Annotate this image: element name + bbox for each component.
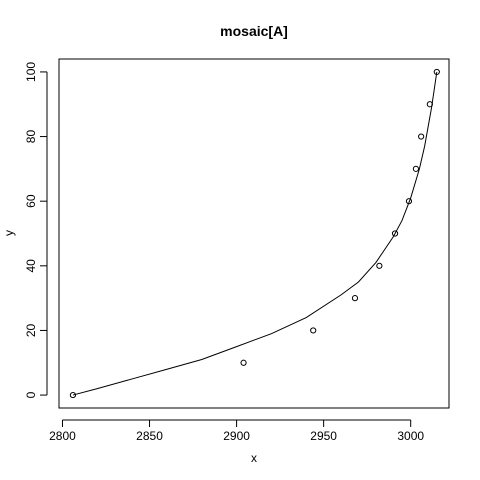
x-axis-label: x [251,451,257,465]
x-tick-label: 2800 [49,429,76,443]
x-tick-label: 2900 [223,429,250,443]
y-axis-label: y [2,230,16,236]
data-point [433,68,440,76]
data-point [310,327,317,334]
data-point [405,198,413,205]
curve-line [72,71,438,396]
data-point [426,101,433,108]
chart-title: mosaic[A] [220,23,288,39]
y-tick-label: 60 [24,194,38,208]
data-point [376,262,383,269]
y-axis: 0 20 40 60 80 100 [24,62,48,398]
y-tick-label: 0 [24,391,38,398]
data-point [69,391,77,399]
data-points [69,68,440,399]
data-point [391,230,399,237]
data-point [240,359,247,366]
fitted-curve [72,71,438,396]
y-tick-label: 40 [24,259,38,273]
y-tick-label: 100 [24,62,38,82]
data-point [418,133,425,140]
plot-frame [58,58,450,409]
x-tick-label: 2850 [136,429,163,443]
y-tick-label: 20 [24,323,38,337]
x-axis: 2800 2850 2900 2950 3000 [49,419,424,443]
y-tick-label: 80 [24,130,38,144]
data-point [351,295,359,302]
data-point [412,165,420,172]
x-tick-label: 2950 [310,429,337,443]
x-tick-label: 3000 [397,429,424,443]
